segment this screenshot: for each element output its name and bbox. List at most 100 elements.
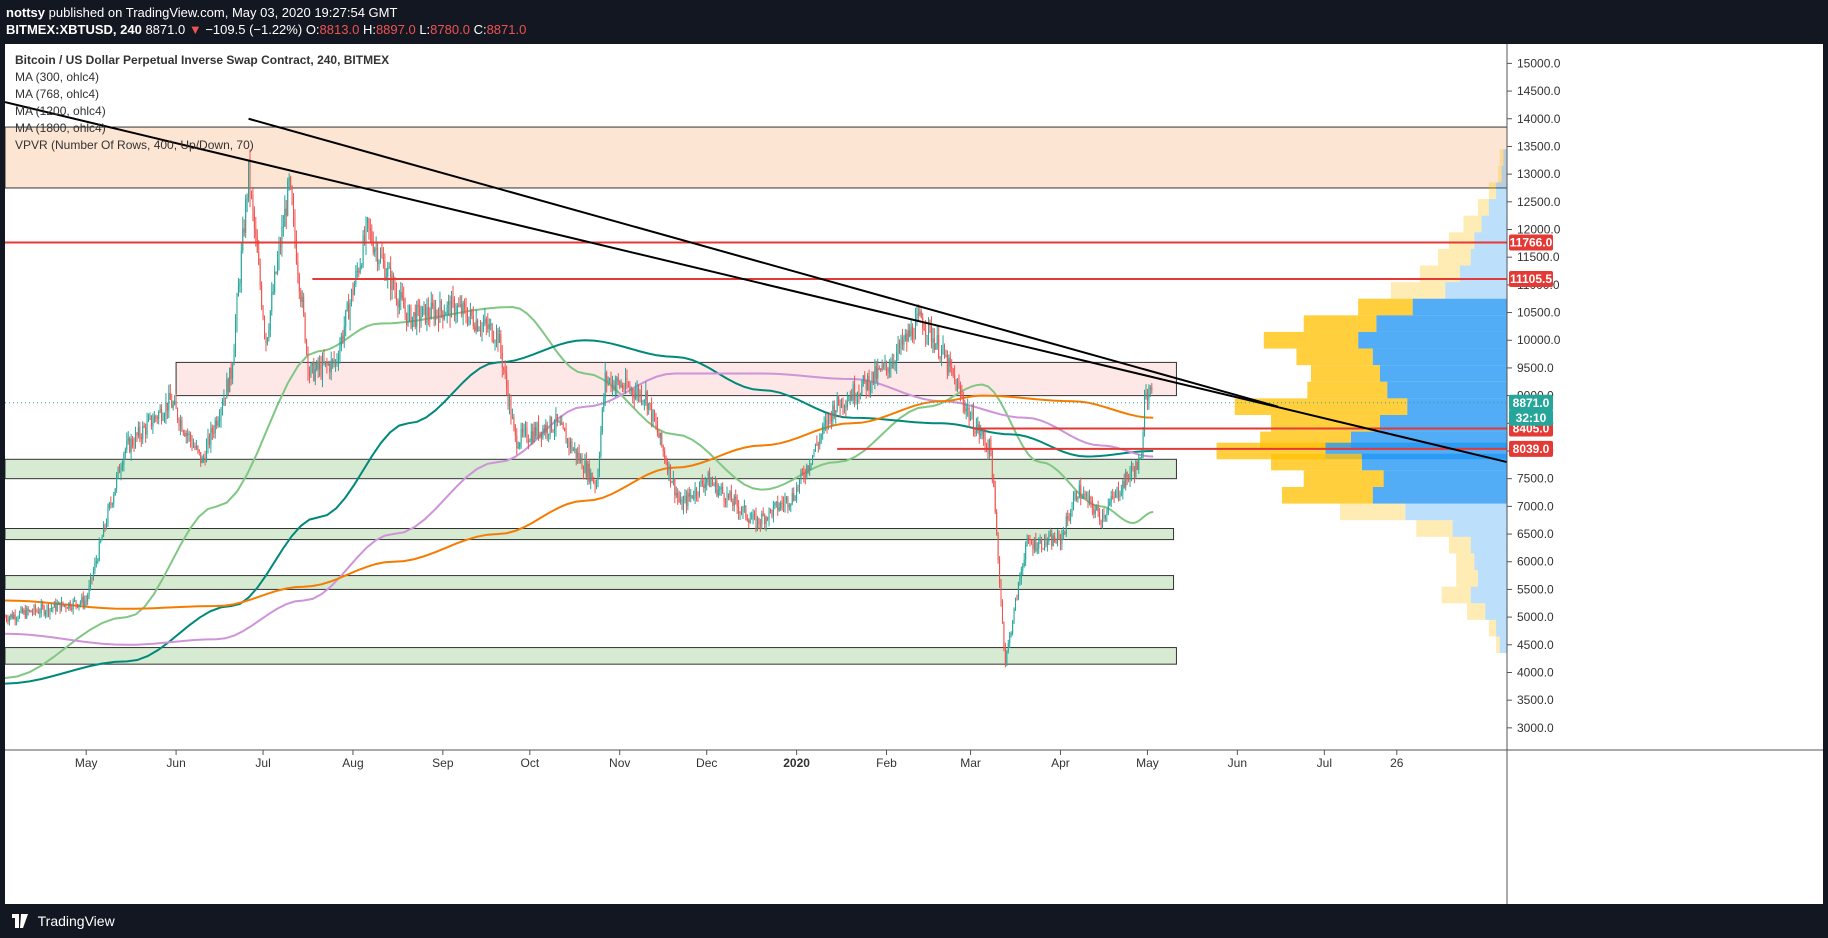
candle-body	[941, 348, 943, 358]
volume-profile-down-bar	[1448, 536, 1471, 554]
candle-body	[845, 406, 847, 408]
candle-body	[517, 447, 519, 449]
candle-body	[407, 311, 409, 325]
candle-body	[490, 324, 492, 326]
candle-body	[503, 367, 505, 371]
candle-body	[797, 487, 799, 489]
volume-profile-down-bar	[1358, 298, 1413, 316]
candle-body	[632, 389, 634, 395]
price-tick-label: 10500.0	[1517, 306, 1561, 320]
candle-body	[609, 378, 611, 381]
candle-body	[92, 571, 94, 579]
price-tick-label: 5500.0	[1517, 582, 1554, 596]
candle-body	[790, 503, 792, 506]
candle-body	[814, 444, 816, 452]
legend-ma-1800[interactable]: MA (1800, ohlc4)	[15, 121, 106, 135]
candle-body	[739, 511, 741, 514]
candle-body	[1029, 539, 1031, 544]
volume-profile-down-bar	[1499, 149, 1504, 166]
candle-body	[997, 533, 999, 560]
time-tick-label: Jul	[1317, 756, 1332, 770]
candle-body	[717, 489, 719, 496]
candle-body	[584, 460, 586, 473]
candle-body	[1065, 516, 1067, 534]
candle-body	[510, 398, 512, 419]
candle-body	[329, 363, 331, 373]
candle-body	[482, 323, 484, 325]
candle-body	[756, 517, 758, 529]
candle-body	[1006, 651, 1008, 664]
candle-body	[449, 301, 451, 318]
candle-body	[1145, 392, 1147, 394]
candle-body	[716, 481, 718, 496]
candle-body	[740, 511, 743, 513]
publisher-name[interactable]: nottsy	[6, 5, 45, 20]
volume-profile-up-bar	[1376, 315, 1507, 332]
candle-body	[1025, 544, 1027, 560]
candle-body	[553, 428, 555, 432]
candle-body	[426, 307, 428, 324]
candle-body	[694, 488, 696, 498]
price-tick-label: 13000.0	[1517, 167, 1561, 181]
legend-ma-300[interactable]: MA (300, ohlc4)	[15, 70, 100, 84]
candle-body	[752, 514, 754, 519]
candle-body	[713, 483, 715, 486]
volume-profile-up-bar	[1379, 365, 1507, 382]
candle-body	[10, 614, 12, 618]
symbol-label[interactable]: BITMEX:XBTUSD, 240	[6, 22, 142, 37]
candle-body	[140, 436, 142, 440]
candle-body	[206, 445, 208, 462]
chart-area[interactable]: 15000.0 14500.0 14000.0 13500.0 13000.0 12500…	[4, 44, 1823, 904]
candle-body	[419, 306, 421, 322]
legend-ma-768[interactable]: MA (768, ohlc4)	[15, 87, 100, 101]
resistance-zone	[4, 126, 1508, 189]
candle-body	[356, 270, 358, 272]
candle-body	[290, 177, 292, 187]
high-label: H:	[362, 22, 376, 37]
candle-body	[617, 377, 619, 382]
candle-body	[275, 272, 277, 274]
candle-body	[765, 517, 767, 525]
legend-title[interactable]: Bitcoin / US Dollar Perpetual Inverse Sw…	[15, 53, 390, 67]
candle-body	[1130, 466, 1133, 473]
chart-canvas[interactable]: 15000.0 14500.0 14000.0 13500.0 13000.0 12500…	[4, 44, 1823, 904]
candle-body	[588, 463, 590, 482]
candle-body	[310, 365, 312, 377]
candle-body	[155, 416, 157, 418]
volume-profile-up-bar	[1470, 248, 1507, 266]
candle-body	[382, 257, 384, 262]
zones-layer	[4, 126, 1508, 665]
candle-body	[11, 614, 13, 619]
candle-body	[672, 478, 674, 483]
legend-ma-1200[interactable]: MA (1200, ohlc4)	[15, 104, 106, 118]
candle-body	[300, 291, 302, 302]
candle-body	[838, 395, 840, 405]
candle-body	[184, 432, 186, 437]
candle-body	[970, 417, 972, 420]
candle-body	[108, 503, 110, 509]
candle-body	[97, 560, 99, 562]
candle-body	[633, 394, 635, 399]
volume-profile-up-bar	[1503, 149, 1507, 166]
candle-body	[1051, 534, 1053, 547]
candle-body	[1101, 514, 1104, 525]
candle-body	[1001, 602, 1003, 623]
candle-body	[1119, 495, 1121, 498]
candle-body	[237, 286, 239, 297]
legend-vpvr[interactable]: VPVR (Number Of Rows, 400, Up/Down, 70)	[15, 138, 254, 152]
candle-body	[697, 495, 699, 497]
candle-body	[801, 471, 803, 473]
candle-body	[955, 378, 957, 392]
candle-body	[1091, 500, 1093, 509]
candle-body	[616, 377, 618, 385]
candle-body	[81, 596, 83, 603]
tradingview-brand[interactable]: TradingView	[12, 913, 115, 929]
candle-body	[764, 515, 766, 525]
volume-profile-down-bar	[1419, 265, 1460, 283]
candle-body	[952, 368, 954, 376]
candle-body	[481, 324, 483, 331]
candle-body	[988, 439, 990, 455]
candle-body	[732, 501, 734, 506]
candle-body	[45, 612, 47, 615]
candle-body	[1013, 608, 1015, 623]
